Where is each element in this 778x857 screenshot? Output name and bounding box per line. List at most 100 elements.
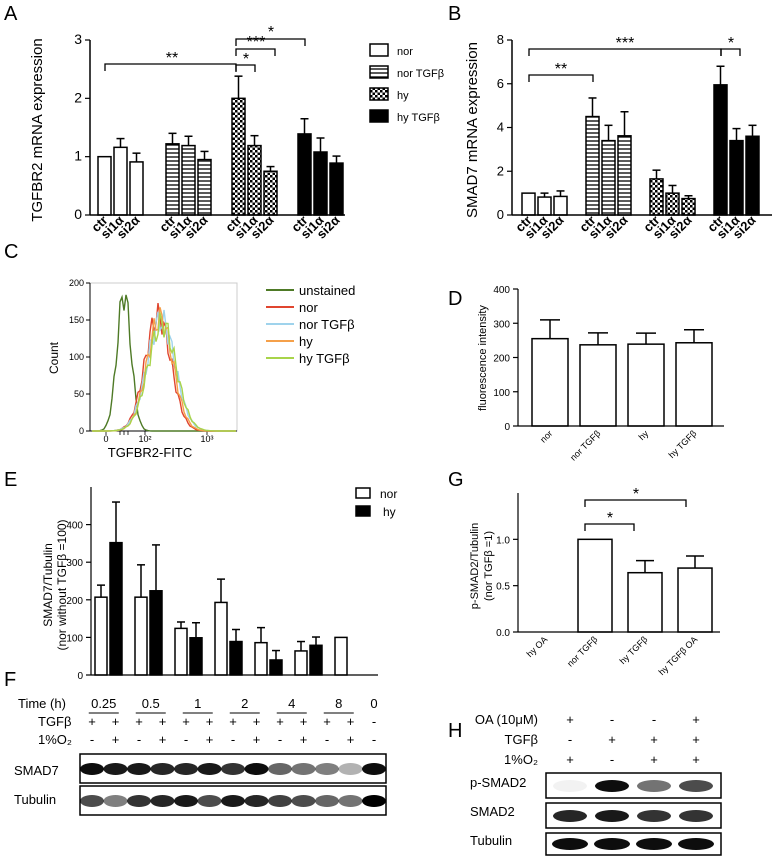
legend-label: nor [299, 300, 318, 315]
blot-f-time: 4 [288, 696, 295, 711]
blot-f-band-tubulin [268, 795, 292, 807]
bar-nor [294, 650, 308, 676]
blot-h-band-tubulin [678, 838, 714, 850]
blot-f-sign: + [276, 714, 284, 729]
blot-f-time: 0 [370, 696, 377, 711]
legend-label: nor [397, 46, 413, 58]
blot-f-band-smad7 [221, 763, 245, 775]
panel-c-xtick: 0 [103, 434, 108, 444]
panel-label-g: G [448, 469, 464, 491]
blot-f-sign: - [137, 732, 141, 747]
panel-c-xlabel: TGFBR2-FITC [108, 445, 193, 460]
panel-g-ylabel2: (nor TGFβ =1) [483, 531, 495, 601]
blot-h-sign: + [650, 752, 658, 767]
panel-a-sig-label: * [243, 51, 249, 68]
bar-hy [665, 192, 680, 216]
bar-hy [149, 590, 163, 676]
panel-g-sig-label: * [633, 486, 639, 503]
bar [677, 567, 713, 633]
blot-h-band-tubulin [552, 838, 588, 850]
blot-f-band-smad7 [268, 763, 292, 775]
blot-f-sign: + [112, 732, 120, 747]
blot-f-band-smad7 [291, 763, 316, 775]
blot-f-time-label: Time (h) [18, 696, 66, 711]
blot-f-sign: - [325, 732, 329, 747]
panel-label-h: H [448, 720, 462, 742]
blot-h-band-tubulin [594, 838, 630, 850]
y-tick-label: 100 [493, 388, 510, 399]
y-tick-label: 1 [74, 148, 82, 164]
blot-f-time: 2 [241, 696, 248, 711]
panel-c-ylabel: Count [47, 341, 61, 374]
blot-f-band-tubulin [80, 795, 104, 807]
category-label: hy OA [525, 634, 550, 659]
bar-hy [189, 637, 203, 676]
y-tick-label: 6 [497, 76, 504, 91]
bar [675, 342, 713, 427]
blot-h-row-label: OA (10μM) [475, 712, 538, 727]
legend-swatch-hy [369, 87, 389, 101]
panel-f-blot: Time (h) 0.25 0.5 1 2 4 8 0 TGFβ 1%O₂ + + + + + + + +… [14, 696, 387, 816]
blot-h-row-label: TGFβ [505, 732, 538, 747]
panel-e-ylabel2: (nor without TGFβ =100) [55, 519, 69, 650]
bar-nor [134, 596, 148, 676]
panel-g-chart: p-SMAD2/Tubulin (nor TGFβ =1) 0.00.51.0 … [469, 486, 720, 677]
histogram-curve [92, 312, 236, 432]
bar-nor-TGFb [165, 143, 180, 216]
panel-c-xtick: 10³ [200, 434, 213, 444]
blot-h-band-label: p-SMAD2 [470, 775, 526, 790]
y-tick-label: 0 [504, 422, 510, 433]
blot-f-band-tubulin [315, 795, 339, 807]
blot-f-band-smad7 [362, 763, 386, 775]
panel-e-legend: nor hy [355, 487, 397, 519]
y-tick-label: 200 [66, 596, 83, 607]
y-tick-label: 3 [74, 31, 82, 47]
blot-f-sign: + [229, 714, 237, 729]
y-tick-label: 1.0 [496, 535, 510, 546]
panel-label-e: E [4, 469, 17, 491]
legend-label: hy TGFβ [397, 112, 440, 124]
blot-h-band-psmad2 [637, 780, 671, 792]
bar-nor-TGFb [181, 144, 196, 216]
y-tick-label: 100 [69, 352, 84, 362]
y-tick-label: 0 [497, 207, 504, 222]
bar-nor [129, 161, 144, 216]
y-tick-label: 300 [66, 558, 83, 569]
blot-f-sign: + [159, 714, 167, 729]
bar-hy-TGFb [729, 139, 744, 216]
bar-hy [649, 178, 664, 216]
bar-hy-TGFb [297, 133, 312, 216]
bar-hy [247, 144, 262, 216]
blot-f-sign: + [253, 732, 261, 747]
bar [579, 344, 617, 427]
panel-h-blot: OA (10μM) + - - + TGFβ - + + +1%O₂ + - + + p-SMAD2 SM… [470, 712, 722, 856]
blot-h-tubulin-frame [545, 832, 722, 856]
bar-nor [174, 627, 188, 676]
y-tick-label: 2 [74, 89, 82, 105]
panel-label-b: B [448, 3, 461, 25]
y-tick-label: 200 [493, 354, 510, 365]
blot-h-sign: - [652, 712, 656, 727]
blot-f-sign: + [347, 732, 355, 747]
blot-h-band-tubulin [636, 838, 672, 850]
category-label: hy TGFβ OA [657, 634, 700, 677]
blot-f-sign: + [135, 714, 143, 729]
blot-h-sign: - [568, 732, 572, 747]
blot-f-sign: - [90, 732, 94, 747]
bar [627, 343, 665, 427]
bar-hy-TGFb [713, 84, 728, 216]
category-label: nor TGFβ [565, 634, 599, 668]
panel-a-sig-bracket [235, 38, 306, 46]
bar-nor [334, 636, 348, 676]
blot-h-sign: + [608, 732, 616, 747]
y-tick-label: 0 [74, 206, 82, 222]
blot-f-sign: + [206, 732, 214, 747]
y-tick-label: 2 [497, 163, 504, 178]
panel-a-sig-label: * [268, 24, 274, 41]
bar-nor [553, 195, 568, 216]
blot-h-band-psmad2 [679, 780, 713, 792]
blot-f-band-tubulin [127, 795, 151, 807]
blot-h-sign: + [650, 732, 658, 747]
